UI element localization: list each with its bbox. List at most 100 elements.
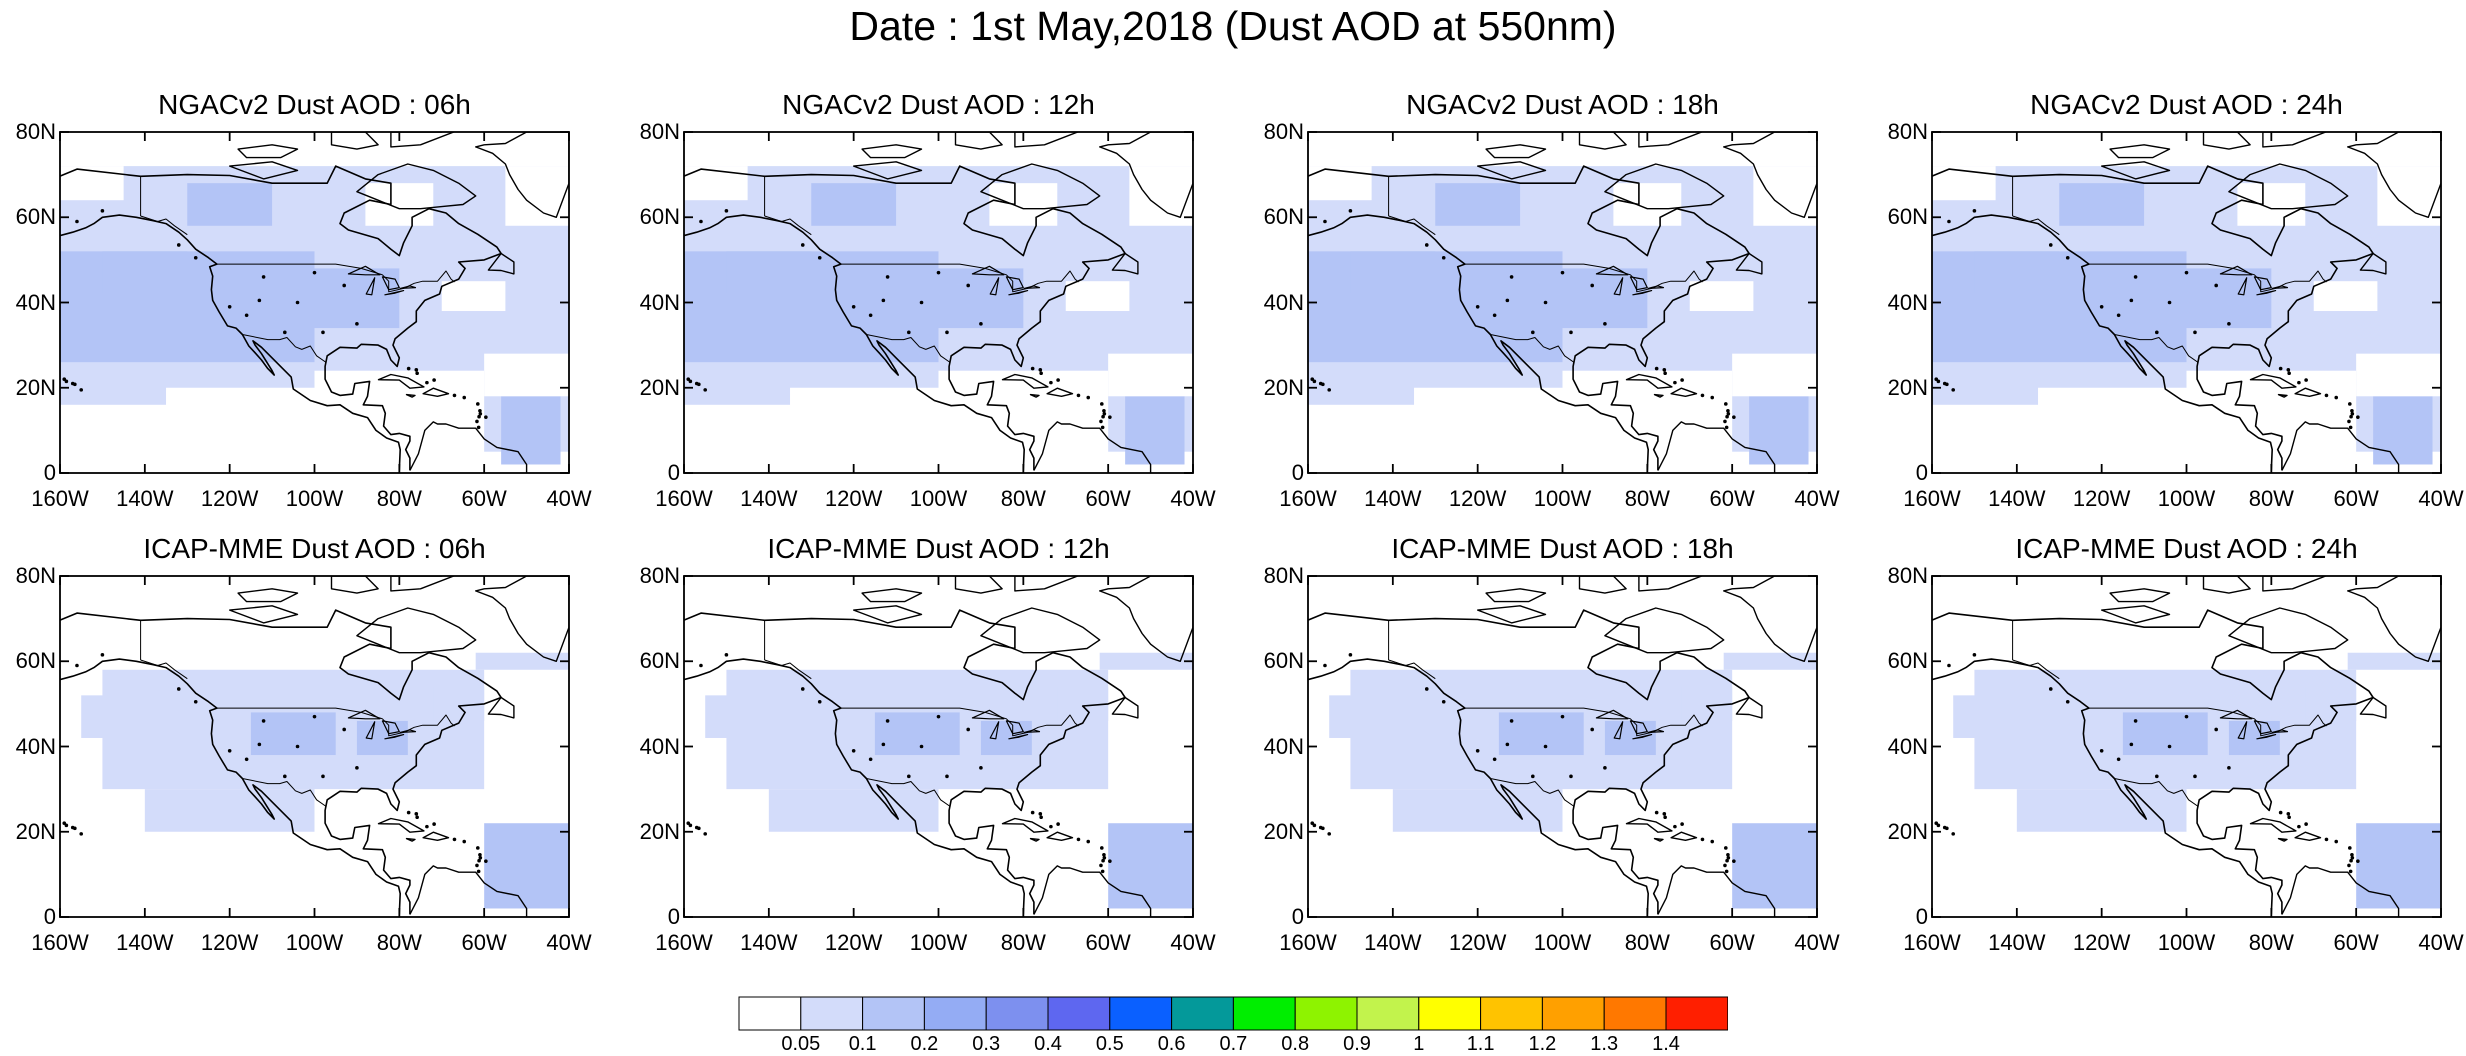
island-dot [1947, 219, 1951, 224]
aod-map [1307, 131, 1818, 474]
lake-outline [1613, 277, 1624, 296]
lon-tick-label: 80W [1000, 486, 1046, 511]
aod-cell [2347, 652, 2441, 670]
lake-outline [384, 734, 405, 740]
lon-tick-label: 160W [1903, 486, 1961, 511]
island-dot [355, 766, 359, 770]
lon-tick-label: 120W [824, 486, 883, 511]
lake-outline [2219, 265, 2253, 276]
aod-cell [1932, 610, 1954, 917]
island-outline [228, 161, 299, 180]
island-dot [2278, 810, 2283, 815]
island-dot [881, 742, 886, 747]
lon-tick-label: 80W [376, 930, 422, 955]
country-border [2012, 215, 2060, 236]
aod-cell [1689, 281, 1754, 312]
coastline [1657, 421, 1776, 473]
island-dot [688, 823, 693, 828]
island-dot [1663, 815, 1667, 820]
island-dot [2350, 852, 2354, 857]
aod-cell [2237, 183, 2306, 226]
island-dot [936, 714, 941, 719]
island-dot [1732, 859, 1736, 863]
lat-tick-label: 40N [15, 733, 56, 759]
lon-tick-label: 40W [2418, 486, 2464, 511]
lon-tick-label: 80W [376, 486, 422, 511]
island-dot [2278, 366, 2283, 371]
island-dot [2350, 408, 2354, 413]
island-dot [1327, 388, 1332, 392]
country-border [1388, 659, 1436, 680]
island-dot [1101, 858, 1105, 863]
island-dot [73, 382, 77, 387]
island-dot [2349, 414, 2353, 419]
island-outline [1625, 373, 1673, 389]
aod-map [683, 131, 1194, 474]
island-outline [237, 144, 299, 159]
colorbar-box [1232, 996, 1296, 1031]
island-dot [283, 330, 287, 335]
lat-tick-label: 20N [1263, 374, 1304, 400]
island-dot [885, 275, 890, 279]
colorbar-box [1109, 996, 1173, 1031]
island-dot [283, 774, 287, 779]
lake-outline [1595, 265, 1629, 276]
island-dot [966, 727, 970, 732]
island-dot [2324, 393, 2329, 398]
island-dot [2099, 748, 2104, 753]
lake-outline [989, 721, 1000, 740]
island-dot [2129, 298, 2134, 303]
lat-tick-label: 40N [15, 289, 56, 315]
island-dot [800, 243, 805, 247]
island-dot [851, 748, 856, 753]
island-dot [1531, 330, 1535, 335]
island-dot [476, 869, 481, 874]
coastline [409, 865, 528, 917]
island-outline [390, 132, 456, 148]
aod-cell [484, 353, 569, 397]
island-dot [2155, 330, 2159, 335]
lat-tick-label: 40N [639, 733, 680, 759]
island-dot [257, 298, 262, 303]
colorbar-label: 1.4 [1652, 1033, 1680, 1055]
aod-cell [1125, 396, 1185, 465]
country-border [242, 778, 327, 808]
island-dot [2297, 824, 2301, 829]
island-dot [227, 748, 232, 753]
island-dot [1673, 824, 1677, 829]
country-border [140, 215, 188, 236]
lat-tick-label: 40N [1887, 733, 1928, 759]
island-dot [868, 313, 873, 318]
aod-cell [505, 166, 569, 226]
island-dot [1509, 719, 1514, 723]
island-dot [1724, 402, 1728, 406]
lat-tick-label: 60N [639, 204, 680, 230]
aod-cell [768, 789, 939, 832]
island-outline [2262, 132, 2328, 148]
lat-tick-label: 60N [1263, 648, 1304, 674]
island-dot [1590, 727, 1594, 732]
island-outline [228, 605, 299, 624]
island-dot [907, 774, 911, 779]
colorbar-label: 0.7 [1219, 1033, 1248, 1055]
island-dot [1424, 243, 1429, 247]
island-dot [2286, 368, 2291, 372]
island-dot [342, 283, 346, 288]
lon-tick-label: 80W [2248, 930, 2294, 955]
country-border [1388, 215, 1436, 236]
island-dot [697, 382, 701, 387]
lat-tick-label: 60N [15, 204, 56, 230]
aod-cell [1099, 652, 1193, 670]
aod-map [683, 575, 1194, 918]
island-outline [1670, 831, 1698, 841]
island-dot [2297, 380, 2301, 385]
aod-cell [1498, 712, 1584, 756]
lake-outline [1613, 721, 1624, 740]
lat-tick-label: 0 [1915, 904, 1928, 929]
lon-tick-label: 140W [1988, 486, 2046, 511]
country-border [866, 778, 951, 808]
coastline [1033, 865, 1152, 917]
lon-tick-label: 80W [2248, 486, 2294, 511]
island-dot [697, 826, 701, 831]
island-dot [1030, 366, 1035, 371]
